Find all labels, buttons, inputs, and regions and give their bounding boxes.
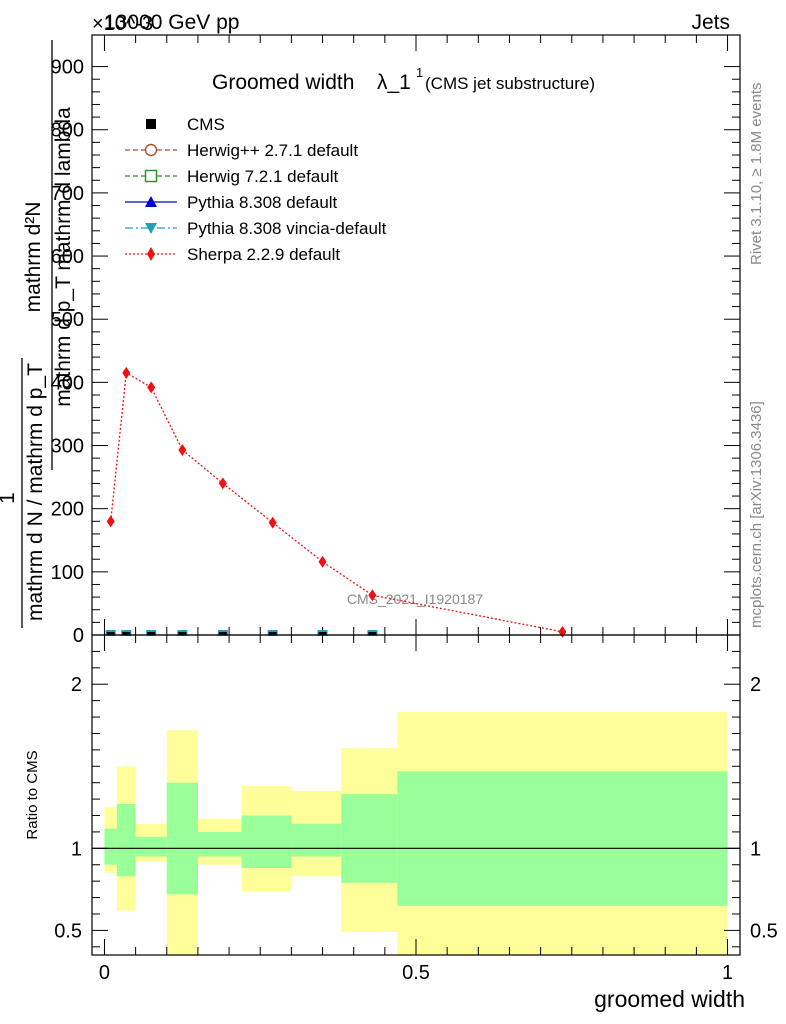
main-plot-area: 0 100 200 300 400 500 600 700 800 900 Groomed wid…: [51, 34, 741, 647]
title-subtitle: (CMS jet substructure): [425, 74, 595, 93]
cms-point: [318, 632, 327, 635]
title-symbol: λ_1: [377, 71, 411, 94]
ylabel-denominator: mathrm d p_T mathrm d lambda: [52, 107, 75, 407]
ratio-y-axis-label: Ratio to CMS: [24, 750, 41, 839]
ratio-band-inner: [104, 828, 117, 865]
sherpa-point: [147, 381, 156, 394]
cms-point: [368, 632, 377, 635]
legend-label: Sherpa 2.2.9 default: [187, 245, 340, 264]
ratio-band-inner: [166, 782, 198, 895]
ratio-y-tick-label: 0.5: [54, 920, 82, 942]
exponent-label: ×10^-3: [92, 13, 153, 35]
process-label: Jets: [691, 11, 730, 34]
legend-item-cms: CMS: [146, 115, 225, 134]
legend-item-herwigpp: Herwig++ 2.7.1 default: [125, 141, 358, 160]
x-axis-label: groomed width: [594, 986, 745, 1012]
sherpa-point: [368, 589, 377, 602]
legend-label: Pythia 8.308 vincia-default: [187, 219, 387, 238]
legend: CMS Herwig++ 2.7.1 default Herwig 7.2.1 de…: [125, 115, 387, 264]
cms-point: [268, 632, 277, 635]
main-y-tick-label: 900: [51, 57, 84, 79]
sherpa-point: [218, 477, 227, 490]
ratio-band-inner: [291, 823, 342, 857]
legend-label: Pythia 8.308 default: [187, 193, 338, 212]
ratio-y-tick-label-right: 2: [750, 674, 761, 696]
legend-item-vincia: Pythia 8.308 vincia-default: [125, 219, 387, 238]
ylabel-lhs-numerator: 1: [0, 492, 19, 504]
title-main: Groomed width: [212, 71, 354, 94]
ratio-y-tick-label: 2: [71, 674, 82, 696]
main-y-tick-label: 600: [51, 246, 84, 268]
legend-marker-triangle-up: [145, 196, 157, 207]
legend-marker-square-open: [144, 169, 158, 183]
sherpa-point: [106, 515, 115, 528]
ratio-y-tick-label-right: 1: [750, 838, 761, 860]
cms-point: [106, 632, 115, 635]
ratio-band-inner: [197, 831, 242, 857]
cms-point: [147, 632, 156, 635]
analysis-watermark: CMS_2021_I1920187: [347, 591, 483, 607]
main-y-tick-label: 100: [51, 562, 84, 584]
legend-marker-circle-open: [144, 143, 158, 157]
cms-point: [178, 632, 187, 635]
sherpa-line: [110, 371, 563, 633]
ratio-band-inner: [135, 836, 167, 857]
sherpa-point: [318, 555, 327, 568]
legend-label: CMS: [187, 115, 225, 134]
cms-point: [218, 632, 227, 635]
energy-label: 13000 GeV pp: [104, 11, 239, 34]
plot-title: Groomed width λ_1 1 (CMS jet substructur…: [212, 65, 595, 94]
main-x-ticks: [103, 35, 729, 635]
ratio-band-inner: [397, 771, 728, 906]
legend-item-herwig7: Herwig 7.2.1 default: [125, 167, 338, 186]
ratio-y-axis: 0.5 0.5 1 1 2 2: [54, 650, 778, 948]
legend-marker-square-filled: [146, 119, 156, 129]
ratio-x-tick-label: 0: [99, 962, 110, 984]
ratio-y-tick-label: 1: [71, 838, 82, 860]
ratio-band-inner: [116, 804, 136, 877]
main-y-tick-label: 300: [51, 436, 84, 458]
ratio-x-tick-label: 1: [722, 962, 733, 984]
main-y-tick-label: 800: [51, 120, 84, 142]
rivet-version-label: Rivet 3.1.10, ≥ 1.8M events: [748, 83, 765, 266]
ylabel-numerator: mathrm d²N: [22, 202, 45, 313]
main-y-axis-label: mathrm d²N mathrm d p_T mathrm d lambda …: [0, 40, 75, 628]
ylabel-lhs-denominator: mathrm d N / mathrm d p_T: [24, 363, 47, 621]
sherpa-point: [178, 443, 187, 456]
main-y-tick-label: 0: [73, 625, 84, 647]
legend-marker-triangle-down: [145, 223, 157, 234]
main-data-series: [105, 366, 567, 638]
ratio-x-tick-label: 0.5: [402, 962, 430, 984]
main-y-tick-label: 400: [51, 372, 84, 394]
cms-point: [122, 632, 131, 635]
sherpa-point: [268, 516, 277, 529]
ratio-band-inner: [341, 794, 398, 883]
legend-marker-diamond: [147, 247, 155, 261]
legend-item-sherpa: Sherpa 2.2.9 default: [125, 245, 340, 264]
ratio-plot-area: 0.5 0.51 12 2 0 0.5 1 Ratio to CMS groomed wi…: [24, 634, 778, 1012]
ratio-bands: [104, 712, 728, 955]
legend-label: Herwig 7.2.1 default: [187, 167, 338, 186]
mcplots-source-label: mcplots.cern.ch [arXiv:1306.3436]: [748, 401, 765, 628]
main-y-tick-label: 700: [51, 183, 84, 205]
main-y-tick-label: 500: [51, 309, 84, 331]
ratio-x-axis: 0 0.5 1: [99, 635, 733, 984]
ratio-y-tick-label-right: 0.5: [750, 920, 778, 942]
main-y-axis: 0 100 200 300 400 500 600 700 800 900: [51, 57, 740, 647]
sherpa-point: [122, 366, 131, 379]
sherpa-point: [558, 625, 567, 638]
main-y-tick-label: 200: [51, 499, 84, 521]
ratio-band-inner: [241, 815, 292, 869]
title-superscript: 1: [416, 65, 423, 80]
legend-item-pythia: Pythia 8.308 default: [125, 193, 338, 212]
legend-label: Herwig++ 2.7.1 default: [187, 141, 358, 160]
